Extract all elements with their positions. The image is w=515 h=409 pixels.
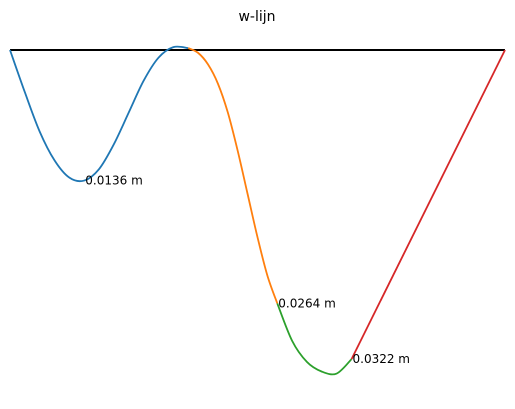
deflection-label-2: 0.0264 m <box>278 296 336 310</box>
series-line-3 <box>276 303 353 376</box>
series-layer <box>9 45 506 376</box>
deflection-label-3: 0.0322 m <box>353 352 411 366</box>
chart-title: w-lijn <box>238 9 275 25</box>
label-layer: 0.0136 m 0.0264 m 0.0322 m <box>85 174 410 367</box>
series-line-4 <box>350 49 506 360</box>
deflection-label-1: 0.0136 m <box>85 174 143 188</box>
series-line-1 <box>9 45 189 183</box>
series-line-2 <box>187 47 279 304</box>
